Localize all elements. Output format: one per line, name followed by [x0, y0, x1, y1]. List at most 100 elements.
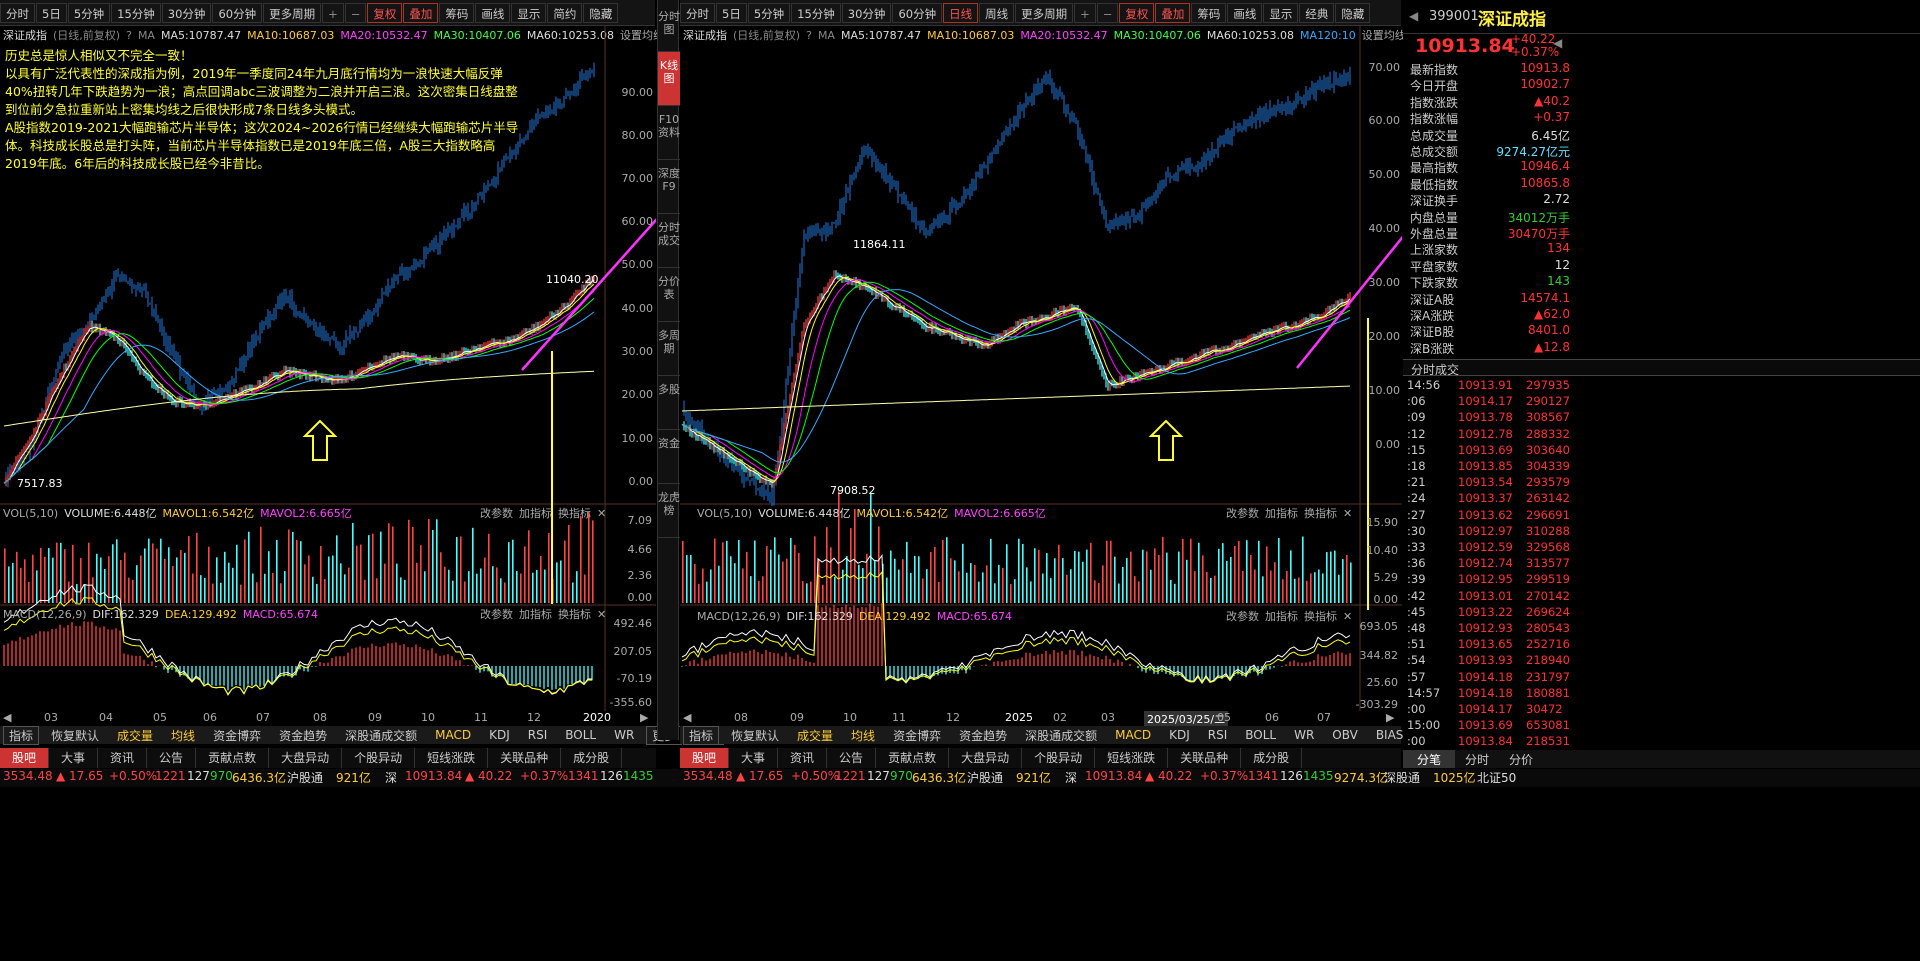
ind-left-6[interactable]: 深股通成交额: [345, 728, 418, 743]
tb-left-5[interactable]: 60分钟: [212, 2, 263, 23]
tool-add-indicator[interactable]: 加指标: [1265, 507, 1298, 520]
tb-right-12[interactable]: 画线: [1227, 2, 1263, 23]
side-tab-4[interactable]: 分时成交: [658, 214, 680, 268]
side-tab-9[interactable]: 龙虎榜: [658, 484, 680, 538]
tb-left-0[interactable]: 分时: [0, 2, 35, 23]
news-left-4[interactable]: 贡献点数: [196, 748, 270, 768]
tb-right-9[interactable]: 复权: [1119, 2, 1155, 23]
side-tab-3[interactable]: 深度F9: [658, 160, 680, 214]
tb-right-7[interactable]: 周线: [979, 2, 1015, 23]
scroll-left-icon[interactable]: ◀: [683, 711, 692, 724]
tb-right-11[interactable]: 筹码: [1191, 2, 1227, 23]
prev-icon[interactable]: ◀: [1409, 9, 1419, 23]
news-left-2[interactable]: 资讯: [98, 748, 148, 768]
tab-ticks[interactable]: 分笔: [1403, 750, 1456, 768]
tb-right-5[interactable]: 60分钟: [892, 2, 943, 23]
bz-label[interactable]: 北证50: [1477, 771, 1517, 785]
tb-left-9[interactable]: 筹码: [439, 2, 475, 23]
help-icon[interactable]: ?: [806, 28, 812, 42]
news-right-0[interactable]: 股吧: [680, 748, 730, 768]
tb-left-2[interactable]: 5分钟: [67, 2, 111, 23]
news-right-5[interactable]: 大盘异动: [949, 748, 1023, 768]
ma-settings[interactable]: 设置均线: [1361, 29, 1406, 42]
zoom-in-icon[interactable]: +: [1074, 2, 1096, 23]
ind-left-7[interactable]: MACD: [435, 728, 472, 742]
sz-index[interactable]: 10913.84: [405, 769, 463, 783]
tab-price-dist[interactable]: 分价: [1509, 753, 1534, 767]
zoom-in-icon[interactable]: +: [322, 2, 344, 23]
news-left-5[interactable]: 大盘异动: [269, 748, 343, 768]
scroll-left-icon[interactable]: ◀: [3, 711, 12, 724]
news-left-6[interactable]: 个股异动: [342, 748, 416, 768]
tool-edit-params[interactable]: 改参数: [480, 608, 513, 621]
tool-add-indicator[interactable]: 加指标: [1265, 610, 1298, 623]
side-tab-2[interactable]: F10资料: [658, 106, 680, 160]
tb-right-1[interactable]: 5日: [716, 2, 747, 23]
ind-left-11[interactable]: WR: [614, 728, 635, 742]
news-right-9[interactable]: 成分股: [1241, 748, 1303, 768]
tb-left-13[interactable]: 隐藏: [583, 2, 619, 23]
side-tab-0[interactable]: 分时图: [658, 0, 680, 52]
tb-left-12[interactable]: 简约: [547, 2, 583, 23]
tool-edit-params[interactable]: 改参数: [480, 507, 513, 520]
zoom-out-icon[interactable]: −: [344, 2, 367, 23]
tb-right-3[interactable]: 15分钟: [791, 2, 841, 23]
tb-right-2[interactable]: 5分钟: [747, 2, 791, 23]
ind-left-2[interactable]: 成交量: [117, 728, 154, 743]
news-left-9[interactable]: 成分股: [561, 748, 623, 768]
tb-left-4[interactable]: 30分钟: [161, 2, 212, 23]
hgt-label[interactable]: 沪股通: [287, 771, 324, 785]
ind-right-12[interactable]: OBV: [1332, 728, 1358, 742]
tb-left-8[interactable]: 叠加: [403, 2, 439, 23]
tool-add-indicator[interactable]: 加指标: [519, 608, 552, 621]
tool-switch-indicator[interactable]: 换指标: [558, 507, 591, 520]
tb-right-15[interactable]: 隐藏: [1335, 2, 1371, 23]
tb-right-8[interactable]: 更多周期: [1015, 2, 1074, 23]
tb-left-3[interactable]: 15分钟: [111, 2, 161, 23]
ind-right-10[interactable]: BOLL: [1245, 728, 1277, 742]
sh-index[interactable]: 3534.48: [3, 769, 53, 783]
scroll-right-icon[interactable]: ▶: [640, 711, 649, 724]
ind-right-2[interactable]: 成交量: [797, 728, 834, 743]
ind-right-0[interactable]: 指标: [683, 725, 720, 745]
sz-index-2[interactable]: 10913.84: [1085, 769, 1143, 783]
ind-right-5[interactable]: 资金趋势: [959, 728, 1008, 743]
ind-right-13[interactable]: BIAS: [1375, 728, 1404, 742]
left-kline-chart[interactable]: [0, 26, 656, 722]
scroll-right-icon[interactable]: ▶: [1386, 711, 1395, 724]
tb-right-14[interactable]: 经典: [1299, 2, 1335, 23]
ind-left-10[interactable]: BOLL: [565, 728, 597, 742]
news-right-6[interactable]: 个股异动: [1022, 748, 1096, 768]
sgt-label[interactable]: 深股通: [1384, 771, 1421, 785]
ind-left-5[interactable]: 资金趋势: [279, 728, 328, 743]
close-icon[interactable]: ✕: [597, 506, 607, 520]
close-icon[interactable]: ✕: [1343, 506, 1353, 520]
tb-left-6[interactable]: 更多周期: [263, 2, 322, 23]
news-right-2[interactable]: 资讯: [778, 748, 828, 768]
news-left-7[interactable]: 短线涨跌: [415, 748, 489, 768]
tab-intraday[interactable]: 分时: [1465, 753, 1490, 767]
news-right-7[interactable]: 短线涨跌: [1095, 748, 1169, 768]
ind-right-3[interactable]: 均线: [851, 728, 876, 743]
tool-switch-indicator[interactable]: 换指标: [1304, 507, 1337, 520]
ind-right-8[interactable]: KDJ: [1169, 728, 1190, 742]
news-left-1[interactable]: 大事: [49, 748, 99, 768]
ind-left-8[interactable]: KDJ: [489, 728, 510, 742]
tb-left-1[interactable]: 5日: [36, 2, 67, 23]
tb-left-11[interactable]: 显示: [511, 2, 547, 23]
tb-left-10[interactable]: 画线: [475, 2, 511, 23]
side-tab-5[interactable]: 分价表: [658, 268, 680, 322]
sh-index-2[interactable]: 3534.48: [683, 769, 733, 783]
ind-right-6[interactable]: 深股通成交额: [1025, 728, 1098, 743]
help-icon[interactable]: ?: [126, 28, 132, 42]
news-left-0[interactable]: 股吧: [0, 748, 50, 768]
tb-right-13[interactable]: 显示: [1263, 2, 1299, 23]
tool-switch-indicator[interactable]: 换指标: [558, 608, 591, 621]
right-kline-chart[interactable]: [680, 26, 1402, 722]
side-tab-7[interactable]: 多股: [658, 376, 680, 430]
next-icon[interactable]: ◀: [1553, 36, 1563, 50]
tool-switch-indicator[interactable]: 换指标: [1304, 610, 1337, 623]
ind-right-4[interactable]: 资金博弈: [893, 728, 942, 743]
ind-left-0[interactable]: 指标: [3, 725, 40, 745]
ind-left-9[interactable]: RSI: [527, 728, 548, 742]
